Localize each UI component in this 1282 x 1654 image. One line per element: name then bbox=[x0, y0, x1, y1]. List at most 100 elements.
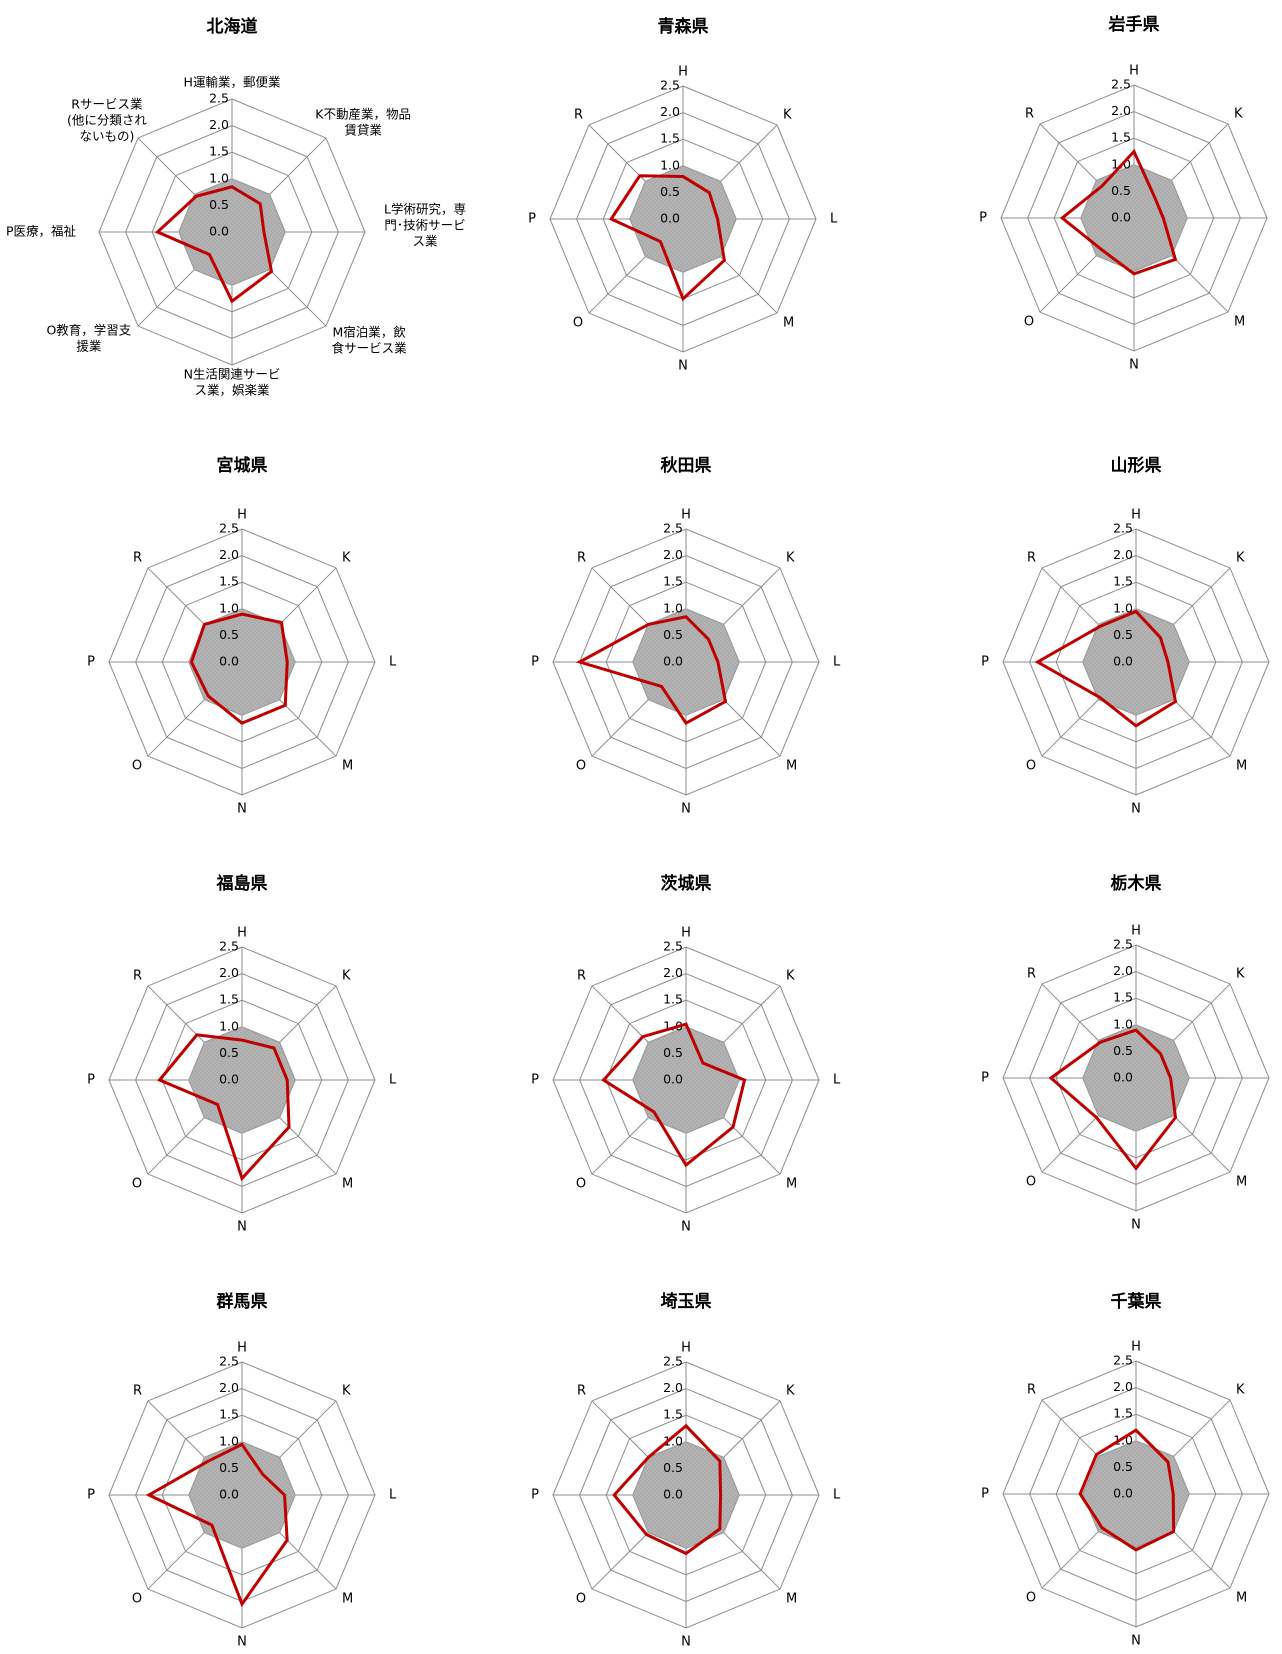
axis-label: K bbox=[1236, 551, 1245, 566]
chart-title: 青森県 bbox=[658, 16, 709, 37]
axis-label: R bbox=[577, 969, 586, 984]
axis-label: P bbox=[531, 655, 539, 670]
tick-label: 1.5 bbox=[219, 992, 239, 1007]
series-line bbox=[1078, 1428, 1176, 1552]
tick-label: 2.5 bbox=[219, 521, 239, 536]
tick-label: 2.0 bbox=[219, 1380, 239, 1395]
axis-label: M bbox=[342, 1591, 353, 1606]
series-line bbox=[145, 1442, 289, 1608]
tick-label: 2.0 bbox=[209, 117, 229, 132]
chart-title: 岩手県 bbox=[1108, 14, 1160, 35]
axis-label: O bbox=[132, 1176, 142, 1191]
axis-label: N bbox=[681, 1635, 691, 1650]
tick-label: 1.0 bbox=[663, 1433, 683, 1448]
series-line bbox=[575, 615, 728, 726]
chart-title: 福島県 bbox=[216, 873, 268, 894]
axis-label: N bbox=[1131, 1634, 1141, 1649]
tick-label: 0.0 bbox=[219, 1072, 239, 1087]
tick-label: 2.0 bbox=[1113, 1379, 1133, 1394]
axis-label: O bbox=[573, 315, 583, 330]
tick-label: 0.5 bbox=[1113, 1043, 1133, 1058]
tick-label: 1.0 bbox=[660, 157, 680, 172]
axis-label: N生活関連サービス業，娯楽業 bbox=[184, 367, 281, 398]
axis-label: H bbox=[1131, 508, 1141, 523]
axis-label: P医療，福祉 bbox=[6, 224, 77, 239]
axis-label: O bbox=[576, 758, 586, 773]
series-line bbox=[612, 1423, 723, 1556]
axis-label: M bbox=[342, 1176, 353, 1191]
tick-label: 2.5 bbox=[1111, 77, 1131, 92]
tick-label: 2.0 bbox=[219, 547, 239, 562]
axis-label: O bbox=[1026, 1174, 1036, 1189]
axis-label: N bbox=[681, 1220, 691, 1235]
axis-label: M bbox=[786, 758, 797, 773]
tick-label: 0.0 bbox=[1113, 1070, 1133, 1085]
axis-label: K bbox=[783, 108, 792, 123]
tick-label: 1.0 bbox=[663, 600, 683, 615]
axis-label: H bbox=[1131, 1340, 1141, 1355]
axis-label: L学術研究，専門･技術サービス業 bbox=[384, 202, 466, 249]
axis-label: P bbox=[528, 212, 536, 227]
axis-label: H bbox=[678, 65, 688, 80]
series-line bbox=[608, 174, 726, 302]
radar-chart: 秋田県 0.0 0.5 1.0 1.5 2.0 2.5H K L M N O P R bbox=[531, 455, 841, 817]
axis-label: K bbox=[342, 1384, 351, 1399]
axis-label: R bbox=[577, 551, 586, 566]
reference-area bbox=[632, 1441, 740, 1549]
reference-area bbox=[1080, 164, 1188, 272]
tick-label: 0.0 bbox=[219, 654, 239, 669]
tick-label: 0.0 bbox=[209, 224, 229, 239]
tick-label: 1.0 bbox=[1113, 600, 1133, 615]
axis-label: N bbox=[237, 802, 247, 817]
tick-label: 0.5 bbox=[219, 627, 239, 642]
tick-label: 1.5 bbox=[209, 144, 229, 159]
axis-label: M bbox=[1236, 1590, 1247, 1605]
tick-label: 1.5 bbox=[663, 574, 683, 589]
tick-label: 0.5 bbox=[663, 627, 683, 642]
tick-label: 0.0 bbox=[660, 211, 680, 226]
tick-label: 2.5 bbox=[663, 521, 683, 536]
axis-label: Rサービス業(他に分類されないもの) bbox=[67, 96, 147, 143]
tick-label: 0.0 bbox=[663, 1072, 683, 1087]
axis-label: M宿泊業，飲食サービス業 bbox=[332, 325, 408, 356]
chart-title: 栃木県 bbox=[1111, 873, 1162, 894]
axis-label: R bbox=[1027, 551, 1036, 566]
axis-label: H bbox=[237, 1341, 247, 1356]
axis-label: R bbox=[133, 1384, 142, 1399]
axis-label: K bbox=[1236, 967, 1245, 982]
axis-label: O bbox=[1026, 1590, 1036, 1605]
tick-label: 2.0 bbox=[663, 1380, 683, 1395]
tick-label: 2.5 bbox=[1113, 1353, 1133, 1368]
axis-label: M bbox=[786, 1591, 797, 1606]
chart-title: 千葉県 bbox=[1111, 1291, 1162, 1312]
tick-label: 1.5 bbox=[219, 1407, 239, 1422]
reference-area bbox=[188, 1026, 296, 1134]
axis-label: P bbox=[981, 655, 989, 670]
series-line bbox=[154, 185, 274, 304]
axis-label: P bbox=[531, 1488, 539, 1503]
radar-chart: 群馬県 0.0 0.5 1.0 1.5 2.0 2.5H K L M N O P R bbox=[87, 1291, 397, 1650]
tick-label: 2.5 bbox=[663, 939, 683, 954]
tick-label: 2.5 bbox=[663, 1354, 683, 1369]
axis-label: M bbox=[1236, 1174, 1247, 1189]
tick-label: 0.0 bbox=[663, 1487, 683, 1502]
tick-label: 0.5 bbox=[219, 1045, 239, 1060]
axis-label: H bbox=[1131, 924, 1141, 939]
axis-label: O bbox=[576, 1591, 586, 1606]
axis-label: K不動産業，物品賃貸業 bbox=[315, 106, 411, 137]
series-line bbox=[1059, 148, 1178, 276]
tick-label: 2.0 bbox=[219, 965, 239, 980]
axis-label: R bbox=[1025, 107, 1034, 122]
axis-label: K bbox=[786, 1384, 795, 1399]
tick-label: 2.0 bbox=[1113, 963, 1133, 978]
axis-label: N bbox=[1131, 1218, 1141, 1233]
axis-label: L bbox=[833, 1073, 841, 1088]
tick-label: 2.5 bbox=[209, 91, 229, 106]
tick-label: 0.0 bbox=[663, 654, 683, 669]
chart-title: 秋田県 bbox=[661, 455, 712, 476]
tick-label: 2.0 bbox=[1113, 547, 1133, 562]
